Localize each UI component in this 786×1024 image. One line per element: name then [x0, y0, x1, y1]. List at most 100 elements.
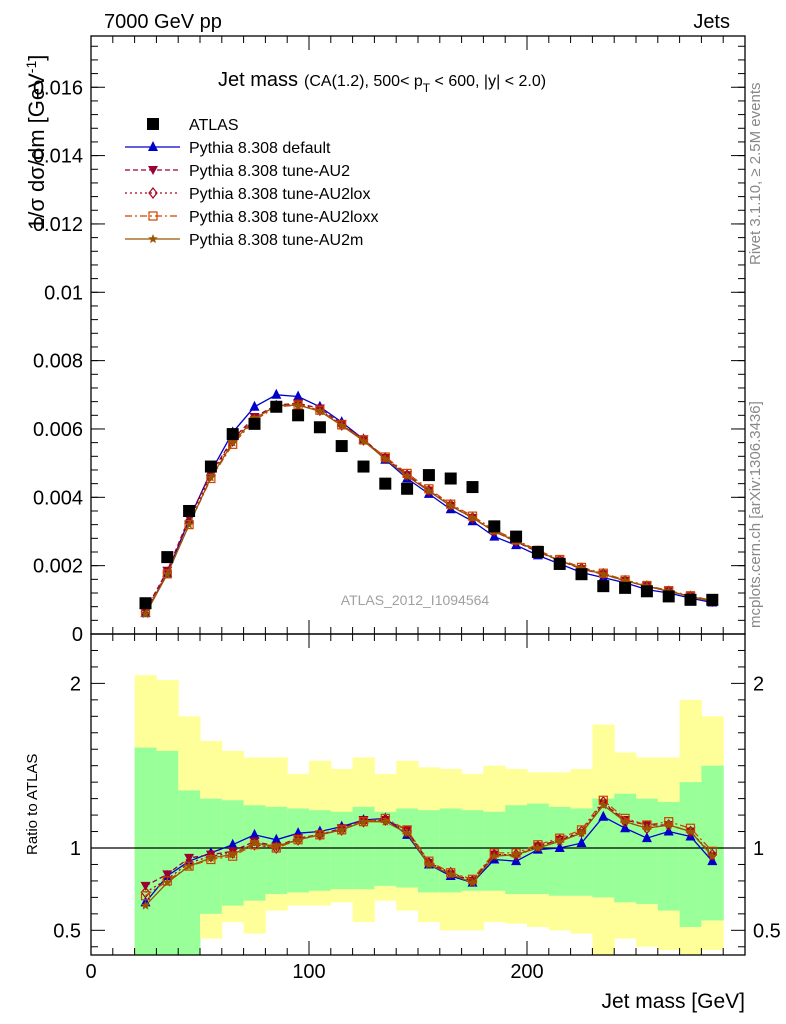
ratio-point-default: [598, 810, 609, 821]
main-point-AU2m: [467, 512, 478, 522]
band-inner-bin: [156, 750, 179, 955]
ratio-point-AU2m: [184, 861, 194, 871]
ratio-point-AU2m: [642, 823, 652, 833]
main-point-atlas: [161, 551, 174, 564]
main-ytick-label: 0: [72, 624, 83, 646]
ratio-point-default: [249, 828, 260, 839]
main-point-atlas: [204, 460, 217, 473]
ratio-point-default: [271, 833, 282, 844]
main-ytick-label: 0.01: [44, 282, 83, 304]
legend-label-AU2: Pythia 8.308 tune-AU2: [189, 163, 350, 180]
ratio-point-default: [227, 838, 238, 849]
main-point-atlas: [684, 593, 697, 606]
ratio-point-AU2m: [598, 800, 609, 810]
main-point-atlas: [444, 472, 457, 485]
ratio-point-AU2m: [162, 877, 173, 887]
main-ytick-label: 0.014: [33, 146, 83, 168]
ratio-point-AU2loxx: [162, 876, 172, 886]
main-point-default: [249, 400, 260, 411]
main-ytick-label: 0.004: [33, 487, 83, 509]
ratio-point-AU2m: [293, 834, 303, 844]
main-point-AU2lox: [445, 498, 456, 511]
main-point-AU2m: [162, 569, 173, 579]
band-inner-bin: [287, 808, 310, 893]
ratio-point-AU2m: [380, 816, 391, 826]
band-inner-bin: [374, 811, 397, 886]
ratio-ytick-label: 0.5: [53, 920, 81, 942]
ratio-ytick-label-right: 0.5: [753, 920, 781, 942]
plot-title: Jet mass (CA(1.2), 500< pT < 600, |y| < 2…: [218, 69, 546, 95]
legend-label-default: Pythia 8.308 default: [189, 140, 331, 157]
main-point-AU2m: [402, 471, 412, 481]
main-point-AU2m: [445, 500, 456, 510]
ratio-point-AU2lox: [206, 850, 216, 863]
legend-marker-atlas: [147, 118, 159, 130]
band-inner-bin: [418, 810, 441, 893]
ratio-point-AU2: [140, 881, 151, 891]
ratio-ylabel: Ratio to ATLAS: [24, 754, 41, 855]
legend-marker-AU2: [148, 166, 158, 175]
axis-ticks: 0 0.002 0.004 0.006 0.008 0.01 0.012 0.014 0.016…: [33, 36, 781, 983]
main-point-atlas: [357, 460, 370, 473]
main-point-atlas: [575, 568, 588, 581]
band-inner-bin: [309, 810, 332, 891]
ratio-point-AU2m: [424, 859, 434, 869]
ratio-point-AU2lox: [315, 828, 325, 841]
ratio-point-AU2m: [402, 828, 412, 838]
main-ytick-label: 0.016: [33, 77, 83, 99]
main-point-atlas: [226, 428, 239, 441]
main-point-AU2loxx: [446, 499, 456, 509]
ratio-panel: [91, 795, 745, 910]
main-point-default: [293, 390, 304, 401]
ratio-point-default: [554, 842, 565, 852]
main-point-AU2m: [358, 435, 369, 445]
main-point-AU2m: [336, 420, 347, 430]
ratio-ytick-label-right: 2: [753, 673, 764, 695]
ratio-point-AU2m: [206, 852, 216, 862]
legend-marker-default: [148, 141, 158, 151]
main-point-atlas: [488, 520, 501, 533]
legend-label-AU2loxx: Pythia 8.308 tune-AU2loxx: [189, 209, 378, 226]
ratio-point-default: [576, 837, 587, 848]
main-point-atlas: [248, 417, 261, 430]
ratio-point-AU2lox: [402, 825, 412, 838]
x-axis-label: Jet mass [GeV]: [601, 990, 745, 1013]
legend: ATLAS Pythia 8.308 default Pythia 8.308 tu…: [125, 117, 378, 249]
band-inner-bin: [679, 782, 702, 928]
ratio-point-AU2lox: [685, 825, 696, 838]
main-point-atlas: [401, 482, 414, 495]
main-point-atlas: [466, 481, 479, 494]
main-line-AU2: [144, 402, 713, 611]
main-ytick-label: 0.006: [33, 419, 83, 441]
main-point-atlas: [662, 590, 675, 603]
band-inner-bin: [461, 810, 484, 891]
ratio-ytick-label: 2: [70, 673, 81, 695]
legend-marker-AU2lox: [148, 187, 158, 199]
ratio-point-AU2lox: [380, 814, 391, 826]
main-point-AU2m: [227, 437, 238, 447]
ratio-point-AU2m: [140, 900, 151, 910]
side-source: mcplots.cern.ch [arXiv:1306.3436]: [747, 401, 764, 628]
ratio-point-AU2m: [358, 816, 369, 826]
ratio-point-default: [641, 832, 652, 843]
main-point-AU2m: [620, 575, 630, 585]
main-point-AU2m: [315, 406, 325, 416]
ratio-point-AU2m: [554, 836, 565, 846]
main-point-atlas: [422, 469, 435, 482]
x-tick-label: 100: [292, 961, 325, 983]
legend-marker-AU2m: [148, 234, 158, 243]
ratio-point-AU2m: [271, 841, 282, 851]
watermark: ATLAS_2012_I1094564: [341, 592, 490, 608]
ratio-point-AU2m: [467, 877, 478, 887]
ratio-point-AU2m: [663, 820, 674, 829]
ratio-point-AU2m: [576, 828, 587, 838]
main-point-AU2m: [424, 486, 434, 496]
ratio-point-AU2m: [707, 851, 718, 861]
legend-label-atlas: ATLAS: [189, 117, 239, 134]
ratio-point-AU2lox: [533, 840, 543, 853]
legend-label-AU2m: Pythia 8.308 tune-AU2m: [189, 232, 363, 249]
ratio-point-AU2m: [620, 816, 630, 826]
main-point-atlas: [335, 440, 348, 453]
x-tick-label: 0: [85, 961, 96, 983]
